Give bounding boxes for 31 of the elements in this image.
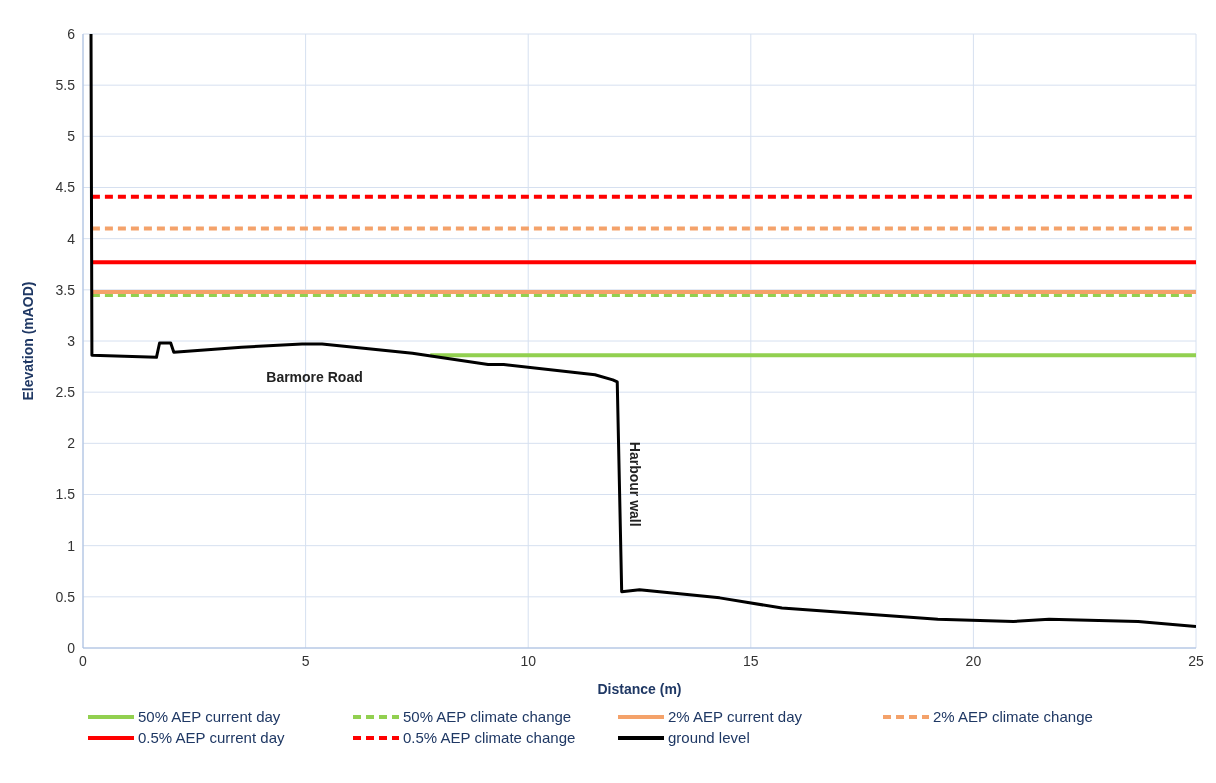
y-tick-label: 4.5 (55, 179, 76, 196)
x-tick-label: 15 (743, 652, 759, 669)
legend-label: 0.5% AEP climate change (403, 729, 576, 746)
x-tick-label: 20 (965, 652, 982, 669)
legend-label: 50% AEP current day (138, 708, 281, 725)
y-tick-label: 2 (67, 435, 76, 452)
x-tick-label: 5 (301, 652, 310, 669)
y-axis-title: Elevation (mAOD) (19, 281, 36, 401)
y-tick-label: 3.5 (55, 281, 76, 298)
y-tick-label: 1 (67, 537, 76, 554)
x-axis-title: Distance (m) (597, 681, 682, 697)
y-tick-label: 5 (67, 128, 76, 145)
y-tick-label: 6 (67, 25, 76, 42)
x-tick-label: 0 (79, 652, 88, 669)
line-series (89, 34, 1196, 629)
x-tick-label: 10 (520, 652, 537, 669)
legend-label: ground level (668, 729, 750, 746)
y-tick-label: 3 (67, 332, 76, 349)
y-tick-label: 0 (67, 639, 76, 656)
y-tick-label: 1.5 (55, 486, 76, 503)
y-tick-label: 2.5 (55, 384, 76, 401)
annotation: Harbour wall (627, 441, 644, 527)
x-tick-label: 25 (1188, 652, 1204, 669)
y-tick-label: 4 (67, 230, 76, 247)
annotation: Barmore Road (266, 368, 363, 385)
legend-label: 0.5% AEP current day (138, 729, 285, 746)
legend-label: 50% AEP climate change (403, 708, 572, 725)
legend-label: 2% AEP current day (668, 708, 802, 725)
y-tick-label: 5.5 (55, 77, 76, 94)
y-tick-label: 0.5 (55, 588, 76, 605)
legend-label: 2% AEP climate change (933, 708, 1093, 725)
